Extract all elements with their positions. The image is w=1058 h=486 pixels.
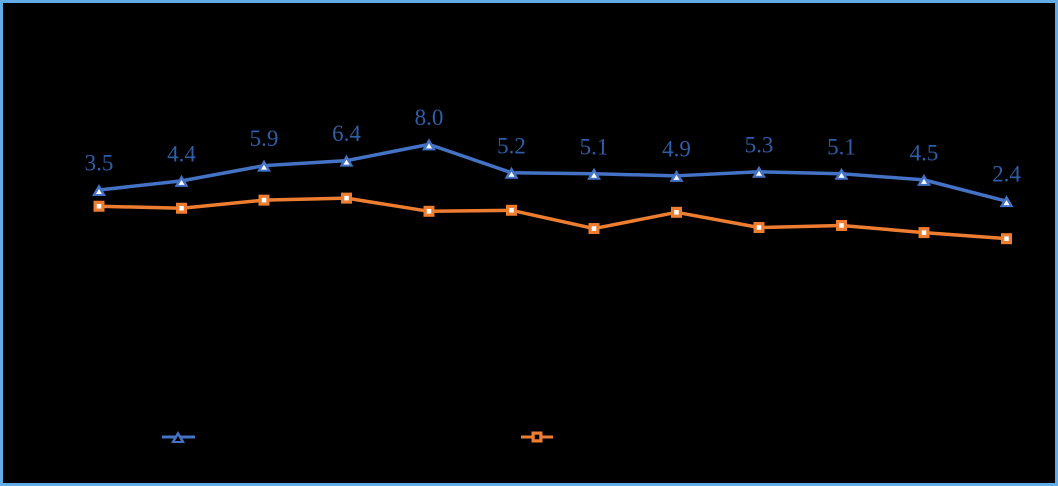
- legend-square-icon-center: [534, 434, 540, 440]
- triangle-marker-center: [508, 171, 515, 177]
- triangle-marker-center: [178, 179, 185, 185]
- data-label: 3.5: [85, 151, 114, 176]
- data-label: 5.2: [497, 133, 526, 158]
- data-label: 6.4: [332, 121, 361, 146]
- square-marker-center: [344, 195, 349, 201]
- square-marker-center: [426, 209, 432, 214]
- triangle-marker-center: [343, 159, 350, 165]
- square-marker-center: [756, 225, 762, 230]
- data-label: 4.9: [662, 136, 691, 161]
- square-marker-center: [261, 197, 267, 203]
- data-label: 5.3: [745, 132, 774, 157]
- triangle-marker-center: [673, 174, 680, 180]
- data-label: 5.1: [827, 134, 856, 159]
- triangle-marker-center: [261, 164, 267, 170]
- square-marker-center: [839, 223, 844, 228]
- square-marker-center: [509, 208, 514, 213]
- square-marker-center: [921, 230, 927, 235]
- series-line-blue-triangle-series: [97, 142, 1009, 203]
- square-marker-center: [1004, 236, 1009, 241]
- data-label: 5.9: [250, 126, 279, 151]
- triangle-marker-center: [591, 172, 597, 178]
- square-marker-center: [591, 226, 597, 231]
- data-label: 4.5: [910, 140, 939, 165]
- data-label: 5.1: [580, 134, 609, 159]
- triangle-marker-center: [426, 143, 432, 149]
- triangle-marker-center: [1003, 200, 1010, 206]
- square-marker-center: [96, 203, 102, 209]
- legend-triangle-icon-center: [175, 436, 181, 441]
- triangle-marker-center: [838, 172, 845, 178]
- triangle-marker-center: [96, 189, 102, 195]
- triangle-marker-center: [756, 170, 762, 176]
- series-line-orange-square-series: [97, 196, 1009, 241]
- square-marker-center: [179, 206, 184, 211]
- data-label: 8.0: [415, 105, 444, 130]
- square-marker-center: [674, 210, 679, 215]
- triangle-marker-center: [921, 178, 927, 184]
- data-label: 4.4: [167, 141, 196, 166]
- data-label: 2.4: [992, 162, 1021, 187]
